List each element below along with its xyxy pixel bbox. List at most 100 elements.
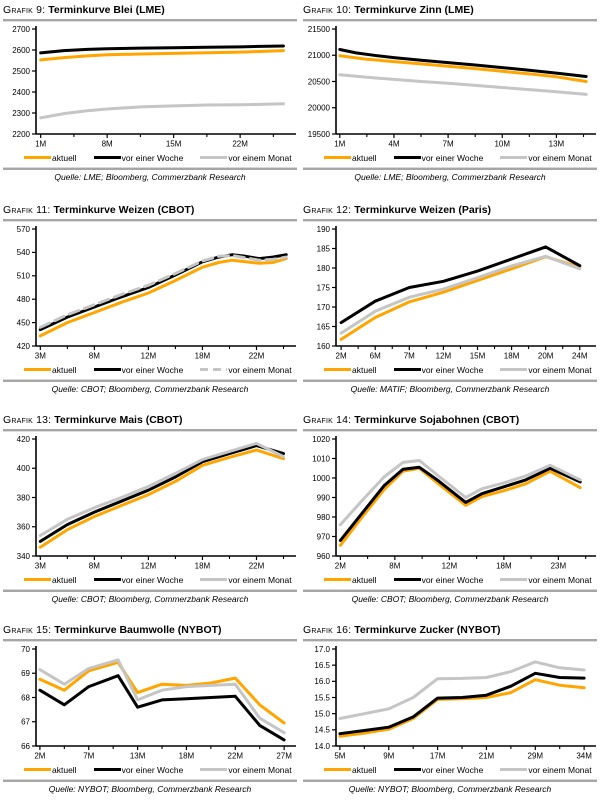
svg-text:12M: 12M [442, 562, 458, 571]
legend-label: vor einer Woche [421, 574, 484, 585]
legend-label: vor einem Monat [228, 364, 292, 375]
svg-text:12M: 12M [141, 562, 157, 571]
legend-line-swatch-orange [24, 368, 51, 371]
legend-line-swatch-orange [324, 768, 351, 771]
source-line: Quelle: NYBOT; Bloomberg, Commerzbank Re… [48, 784, 252, 794]
chart-title: Grafik 9: Terminkurve Blei (LME) [3, 4, 297, 16]
svg-text:15.5: 15.5 [314, 693, 330, 702]
legend-divider [3, 167, 297, 170]
svg-text:18M: 18M [504, 352, 520, 361]
svg-text:15.0: 15.0 [314, 709, 330, 718]
legend-label: vor einer Woche [121, 364, 184, 375]
line-chart: 19500 20000 20500 21000 21500 1M 4M 7M 10M 13M [308, 25, 596, 149]
svg-text:12M: 12M [436, 352, 452, 361]
legend-line-swatch-black [93, 578, 121, 581]
legend-item-aktuell: aktuell [324, 365, 377, 375]
legend-line-swatch-gray [500, 156, 528, 159]
source-line: Quelle: CBOT; Bloomberg, Commerzbank Res… [51, 384, 249, 394]
svg-text:17M: 17M [430, 752, 446, 761]
chart-legend: aktuell vor einer Woche vor einem Monat [303, 572, 597, 587]
svg-text:175: 175 [317, 283, 331, 292]
legend-label: vor einem Monat [528, 574, 592, 585]
svg-text:420: 420 [17, 342, 31, 351]
title-divider [303, 429, 597, 432]
legend-line-swatch-orange [324, 578, 351, 581]
svg-text:69: 69 [21, 669, 30, 678]
legend-line-swatch-orange [24, 156, 51, 159]
legend-line-swatch-black [393, 768, 421, 771]
chart-legend: aktuell vor einer Woche vor einem Monat [303, 362, 597, 377]
legend-divider [3, 779, 297, 782]
chart-title-text: Terminkurve Mais (CBOT) [54, 414, 183, 426]
chart-title: Grafik 13: Terminkurve Mais (CBOT) [3, 414, 297, 426]
chart-title: Grafik 14: Terminkurve Sojabohnen (CBOT) [303, 414, 597, 426]
svg-text:960: 960 [317, 552, 331, 561]
title-divider [303, 639, 597, 642]
legend-label: aktuell [352, 574, 377, 585]
chart-legend: aktuell vor einer Woche vor einem Monat [3, 362, 297, 377]
svg-text:990: 990 [317, 493, 331, 502]
chart-legend: aktuell vor einer Woche vor einem Monat [303, 150, 597, 165]
svg-text:2500: 2500 [12, 67, 30, 76]
chart-panel: Grafik 10: Terminkurve Zinn (LME) 19500 20… [300, 0, 600, 200]
svg-text:340: 340 [17, 552, 31, 561]
svg-text:450: 450 [17, 318, 31, 327]
svg-text:8M: 8M [89, 352, 100, 361]
chart-number-label: Grafik 13: [3, 414, 52, 426]
svg-text:6M: 6M [370, 352, 381, 361]
legend-line-swatch-gray [200, 768, 228, 771]
chart-panel: Grafik 16: Terminkurve Zucker (NYBOT) 14.… [300, 620, 600, 806]
legend-line-swatch-gray [500, 578, 528, 581]
legend-item-vor-einer-woche: vor einer Woche [393, 365, 483, 375]
legend-label: aktuell [52, 152, 77, 163]
legend-item-aktuell: aktuell [324, 153, 377, 163]
svg-text:170: 170 [317, 303, 331, 312]
svg-text:8M: 8M [102, 140, 113, 149]
legend-divider [303, 779, 597, 782]
svg-text:980: 980 [317, 513, 331, 522]
svg-text:380: 380 [17, 493, 31, 502]
legend-line-swatch-black [393, 368, 421, 371]
title-divider [3, 219, 297, 222]
svg-text:19500: 19500 [308, 130, 331, 139]
svg-text:480: 480 [17, 295, 31, 304]
legend-label: aktuell [352, 764, 377, 775]
source-line: Quelle: LME; Bloomberg, Commerzbank Rese… [54, 172, 246, 182]
title-divider [303, 219, 597, 222]
chart-legend: aktuell vor einer Woche vor einem Monat [303, 762, 597, 777]
legend-label: vor einer Woche [421, 152, 484, 163]
legend-line-swatch-black [393, 156, 421, 159]
svg-text:22M: 22M [232, 140, 248, 149]
svg-text:18M: 18M [195, 562, 211, 571]
chart-title: Grafik 15: Terminkurve Baumwolle (NYBOT) [3, 624, 297, 636]
line-chart: 340 360 380 400 420 3M 8M 12M 18M 22M [17, 435, 296, 571]
svg-text:23M: 23M [551, 562, 567, 571]
svg-text:21500: 21500 [308, 25, 331, 34]
svg-text:10M: 10M [494, 140, 510, 149]
svg-text:14.0: 14.0 [314, 742, 330, 751]
legend-label: aktuell [52, 764, 77, 775]
svg-text:16.0: 16.0 [314, 677, 330, 686]
legend-divider [303, 167, 597, 170]
chart-panel: Grafik 12: Terminkurve Weizen (Paris) 160… [300, 200, 600, 410]
svg-text:540: 540 [17, 248, 31, 257]
svg-text:16.5: 16.5 [314, 661, 330, 670]
svg-text:18M: 18M [195, 352, 211, 361]
svg-text:8M: 8M [89, 562, 100, 571]
chart-title: Grafik 16: Terminkurve Zucker (NYBOT) [303, 624, 597, 636]
svg-text:22M: 22M [249, 562, 265, 571]
svg-text:13M: 13M [549, 140, 565, 149]
svg-text:2M: 2M [34, 752, 45, 761]
legend-line-swatch-black [93, 768, 121, 771]
svg-text:18M: 18M [179, 752, 195, 761]
legend-label: vor einem Monat [528, 364, 592, 375]
chart-title: Grafik 12: Terminkurve Weizen (Paris) [303, 204, 597, 216]
legend-line-swatch-black [393, 578, 421, 581]
legend-item-vor-einer-woche: vor einer Woche [393, 152, 484, 163]
svg-text:190: 190 [317, 225, 331, 234]
chart-panel: Grafik 15: Terminkurve Baumwolle (NYBOT) … [0, 620, 300, 806]
svg-text:185: 185 [317, 244, 331, 253]
svg-text:66: 66 [21, 742, 30, 751]
chart-number-label: Grafik 16: [303, 624, 352, 636]
svg-text:1010: 1010 [312, 454, 330, 463]
